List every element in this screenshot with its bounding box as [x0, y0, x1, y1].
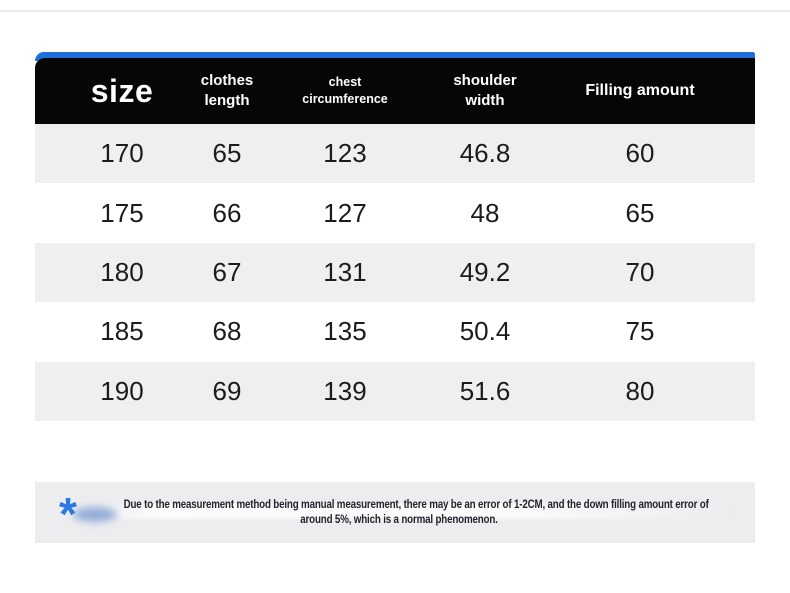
- cell-chest-circumference: 139: [323, 375, 367, 406]
- header-label-filling-amount: Filling amount: [585, 82, 695, 99]
- header-cell-clothes-length: clothes length: [201, 58, 254, 124]
- header-label-circumference: circumference: [302, 92, 388, 106]
- header-cell-chest-circumference: chest circumference: [245, 58, 445, 124]
- cell-shoulder-width: 50.4: [459, 316, 511, 347]
- header-label-clothes: clothes: [200, 72, 254, 89]
- header-label-width: width: [465, 92, 505, 109]
- measurement-note-panel: * Due to the measurement method being ma…: [35, 482, 755, 543]
- cell-chest-circumference: 123: [323, 138, 367, 169]
- cell-shoulder-width: 46.8: [459, 138, 511, 169]
- note-line-1: Due to the measurement method being manu…: [123, 498, 709, 511]
- header-cell-filling-amount: Filling amount: [525, 58, 755, 124]
- table-row-180: 180 67 131 49.2 70: [35, 242, 755, 303]
- header-label-clothes-length: clothes length: [201, 71, 254, 111]
- highlight-streak: [93, 504, 739, 519]
- cell-clothes-length: 67: [212, 256, 242, 287]
- cell-clothes-length: 69: [212, 375, 242, 406]
- accent-top-bar: [35, 52, 755, 61]
- header-label-length: length: [204, 92, 250, 109]
- cell-clothes-length: 68: [212, 316, 242, 347]
- cell-shoulder-width: 48: [470, 197, 500, 228]
- top-divider-line: [0, 10, 790, 12]
- cell-size: 190: [100, 375, 144, 406]
- cell-chest-circumference: 131: [323, 256, 367, 287]
- cell-clothes-length: 65: [212, 138, 242, 169]
- note-line-2: around 5%, which is a normal phenomenon.: [300, 513, 498, 526]
- cell-filling-amount: 70: [625, 256, 655, 287]
- table-row-170: 170 65 123 46.8 60: [35, 124, 755, 184]
- header-label-size: size: [90, 72, 154, 109]
- table-row-185: 185 68 135 50.4 75: [35, 302, 755, 362]
- size-chart-card: size clothes length chest circumference …: [35, 52, 755, 421]
- cell-filling-amount: 80: [625, 375, 655, 406]
- measurement-note: Due to the measurement method being manu…: [75, 498, 723, 528]
- asterisk-icon: *: [59, 488, 77, 540]
- cell-size: 175: [100, 197, 144, 228]
- table-row-175: 175 66 127 48 65: [35, 183, 755, 243]
- cell-chest-circumference: 127: [323, 197, 367, 228]
- header-label-shoulder-width: shoulder width: [453, 71, 516, 111]
- header-label-chest-circumference: chest circumference: [302, 74, 387, 108]
- table-row-190: 190 69 139 51.6 80: [35, 361, 755, 421]
- cell-clothes-length: 66: [212, 197, 242, 228]
- asterisk-glow: [73, 507, 117, 522]
- table-header-row: size clothes length chest circumference …: [35, 58, 755, 124]
- header-cell-size: size: [35, 58, 209, 124]
- measurement-note-text: Due to the measurement method being manu…: [123, 498, 709, 528]
- cell-shoulder-width: 51.6: [459, 375, 511, 406]
- cell-size: 180: [100, 256, 144, 287]
- cell-chest-circumference: 135: [323, 316, 367, 347]
- cell-size: 185: [100, 316, 144, 347]
- header-label-chest: chest: [328, 75, 362, 89]
- cell-filling-amount: 65: [625, 197, 655, 228]
- header-label-shoulder: shoulder: [453, 72, 517, 89]
- cell-size: 170: [100, 138, 144, 169]
- cell-filling-amount: 75: [625, 316, 655, 347]
- cell-filling-amount: 60: [625, 138, 655, 169]
- cell-shoulder-width: 49.2: [459, 256, 511, 287]
- header-cell-shoulder-width: shoulder width: [445, 58, 525, 124]
